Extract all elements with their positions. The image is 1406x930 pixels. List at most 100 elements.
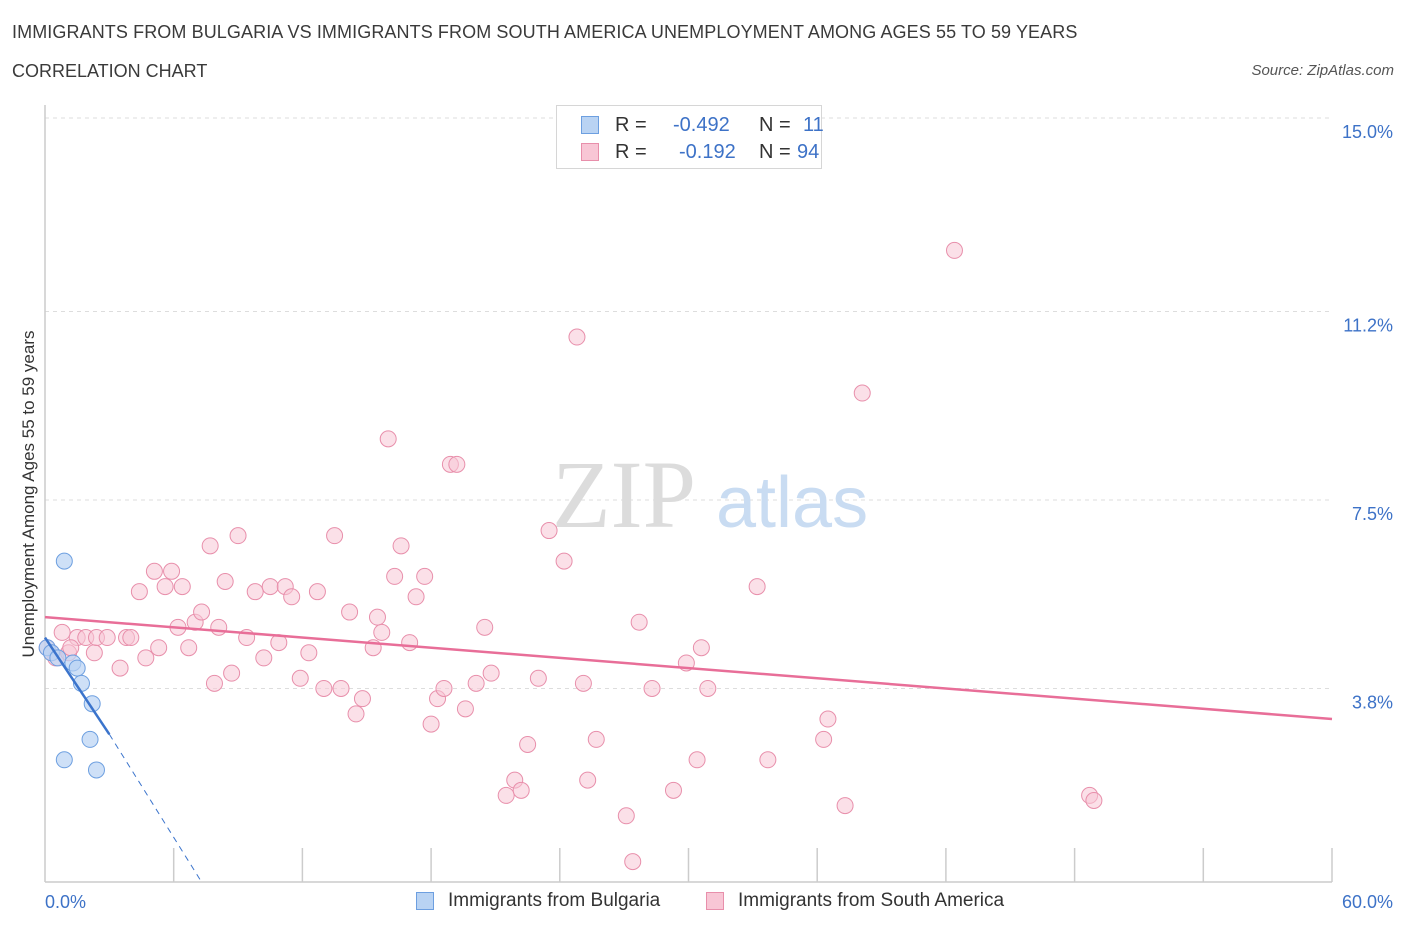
- south-america-point: [476, 618, 494, 636]
- south-america-point: [482, 664, 500, 682]
- south-america-point: [122, 629, 140, 647]
- south-america-point: [643, 679, 661, 697]
- south-america-point: [291, 669, 309, 687]
- south-america-point: [853, 384, 871, 402]
- south-america-point: [529, 669, 547, 687]
- bulgaria-points: [38, 552, 105, 779]
- n-value: 94: [797, 141, 820, 163]
- south-america-point: [347, 705, 365, 723]
- south-america-point: [62, 639, 80, 657]
- south-america-point: [223, 664, 241, 682]
- south-america-point: [229, 527, 247, 545]
- south-america-point: [587, 730, 605, 748]
- south-america-point: [98, 629, 116, 647]
- south-america-point: [819, 710, 837, 728]
- south-america-point: [85, 644, 103, 662]
- south-america-point: [180, 639, 198, 657]
- bulgaria-point: [55, 552, 73, 570]
- south-america-point: [568, 328, 586, 346]
- south-america-point: [193, 603, 211, 621]
- correlation-legend: R = -0.492 N = 11 R = -0.192 N = 94: [556, 105, 824, 169]
- south-america-point: [145, 562, 163, 580]
- south-america-point: [205, 674, 223, 692]
- legend-label: Immigrants from South America: [738, 890, 1005, 911]
- r-label: R =: [615, 114, 647, 136]
- south-america-point: [574, 674, 592, 692]
- n-label: N =: [759, 141, 791, 163]
- south-america-point: [379, 430, 397, 448]
- n-label: N =: [759, 114, 791, 136]
- south-america-point: [497, 786, 515, 804]
- south-america-point: [373, 623, 391, 641]
- south-america-point: [137, 649, 155, 667]
- south-america-point: [261, 578, 279, 596]
- south-america-point: [688, 751, 706, 769]
- south-america-point: [759, 751, 777, 769]
- legend-row-bulgaria: R = -0.492 N = 11: [581, 112, 824, 138]
- y-axis-tick-labels: 3.8% 7.5% 11.2% 15.0%: [1342, 122, 1393, 712]
- south-america-point: [150, 639, 168, 657]
- y-tick-label: 3.8%: [1352, 692, 1393, 712]
- bulgaria-trend-extension: [108, 734, 203, 883]
- south-america-point: [201, 537, 219, 555]
- source-label: Source: ZipAtlas.com: [1251, 62, 1394, 79]
- south-america-point: [407, 588, 425, 606]
- bulgaria-point: [83, 695, 101, 713]
- south-america-point: [467, 674, 485, 692]
- south-america-point: [341, 603, 359, 621]
- south-america-point: [435, 679, 453, 697]
- south-america-point: [111, 659, 129, 677]
- legend-label: Immigrants from Bulgaria: [448, 890, 661, 911]
- south-america-point: [555, 552, 573, 570]
- south-america-point: [416, 567, 434, 585]
- bulgaria-point: [55, 751, 73, 769]
- legend-row-south-america: R = -0.192 N = 94: [581, 139, 821, 165]
- south-america-point: [216, 572, 234, 590]
- south-america-point: [315, 679, 333, 697]
- south-america-points: [38, 241, 1103, 871]
- south-america-point: [255, 649, 273, 667]
- south-america-point: [1085, 792, 1103, 810]
- grid-lines: [45, 117, 1332, 689]
- south-america-point: [815, 730, 833, 748]
- south-america-point: [664, 781, 682, 799]
- south-america-point: [512, 781, 530, 799]
- bulgaria-trend-line: [43, 636, 111, 735]
- x-tick-label-max: 60.0%: [1342, 892, 1393, 912]
- bulgaria-point: [87, 761, 105, 779]
- south-america-point: [300, 644, 318, 662]
- south-america-point: [748, 578, 766, 596]
- south-america-point: [386, 567, 404, 585]
- x-tick-label-min: 0.0%: [45, 892, 86, 912]
- r-value: -0.192: [679, 141, 736, 163]
- r-label: R =: [615, 141, 647, 163]
- watermark-zip: ZIP: [552, 441, 696, 548]
- n-value: 11: [803, 114, 824, 136]
- south-america-point: [173, 578, 191, 596]
- south-america-point: [540, 522, 558, 540]
- south-america-point: [624, 853, 642, 871]
- south-america-point: [945, 241, 963, 259]
- south-america-point: [308, 583, 326, 601]
- x-axis-ticks: [172, 848, 1333, 882]
- south-america-point: [53, 623, 71, 641]
- trend-lines: [43, 615, 1333, 883]
- south-america-point: [456, 700, 474, 718]
- south-america-point: [392, 537, 410, 555]
- watermark: ZIP atlas: [552, 441, 868, 548]
- south-america-point: [368, 608, 386, 626]
- y-tick-label: 11.2%: [1343, 316, 1393, 336]
- chart-title: IMMIGRANTS FROM BULGARIA VS IMMIGRANTS F…: [12, 22, 1078, 42]
- south-america-point: [448, 455, 466, 473]
- south-america-point: [401, 634, 419, 652]
- south-america-point: [630, 613, 648, 631]
- south-america-swatch: [581, 143, 599, 161]
- y-axis-title: Unemployment Among Ages 55 to 59 years: [19, 331, 38, 658]
- r-value: -0.492: [673, 114, 730, 136]
- y-tick-label: 15.0%: [1342, 122, 1393, 142]
- south-america-point: [353, 690, 371, 708]
- south-america-point: [283, 588, 301, 606]
- south-america-point: [130, 583, 148, 601]
- watermark-atlas: atlas: [716, 463, 868, 543]
- chart-subtitle: CORRELATION CHART: [12, 61, 208, 81]
